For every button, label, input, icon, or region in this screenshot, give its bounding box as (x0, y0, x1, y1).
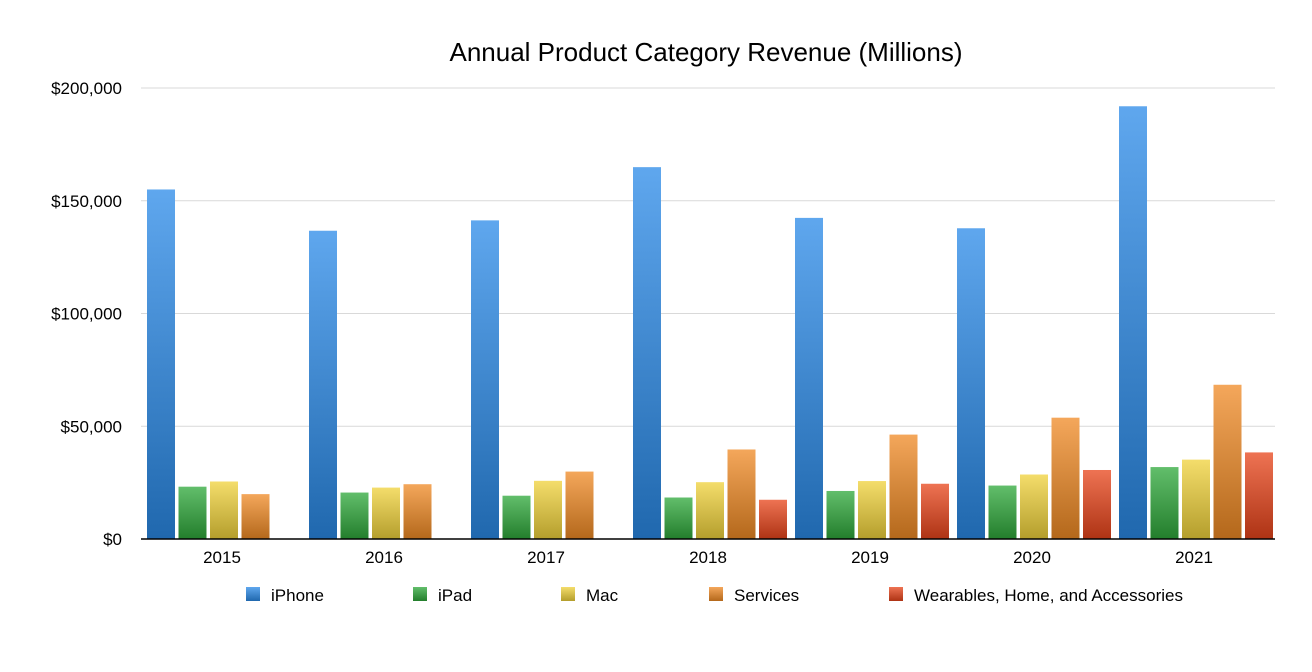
bar-mac-2016 (372, 487, 400, 539)
legend-swatch (709, 587, 723, 601)
x-axis-ticks: 2015 2016 2017 2018 2019 2020 2021 (203, 548, 1213, 567)
legend-label: iPad (438, 586, 472, 605)
bar-mac-2017 (534, 480, 562, 539)
bar-services-2017 (565, 471, 594, 539)
x-tick-label: 2019 (851, 548, 889, 567)
legend-swatch (889, 587, 903, 601)
x-tick-label: 2017 (527, 548, 565, 567)
legend: iPhone iPad Mac Services Wearables, Home, an… (246, 586, 1183, 605)
y-tick-label: $100,000 (51, 305, 122, 324)
bar-mac-2018 (696, 482, 724, 539)
bar-services-2018 (727, 449, 756, 539)
legend-label: Wearables, Home, and Accessories (914, 586, 1183, 605)
bar-iphone-2020 (957, 228, 985, 540)
legend-label: Services (734, 586, 799, 605)
y-tick-label: $150,000 (51, 192, 122, 211)
legend-swatch (246, 587, 260, 601)
bar-mac-2020 (1020, 474, 1048, 539)
bar-services-2019 (889, 434, 918, 539)
bar-iphone-2015 (147, 189, 175, 539)
bar-iphone-2018 (633, 167, 661, 539)
legend-label: iPhone (271, 586, 324, 605)
bar-iphone-2017 (471, 220, 499, 539)
bars (147, 106, 1273, 540)
bar-ipad-2016 (340, 492, 369, 539)
bar-ipad-2018 (664, 497, 693, 539)
bar-services-2015 (241, 494, 270, 539)
legend-swatch (561, 587, 575, 601)
bar-wearables-home-and-accessories-2020 (1083, 469, 1111, 539)
bar-wearables-home-and-accessories-2021 (1245, 452, 1273, 539)
y-tick-label: $50,000 (61, 417, 122, 436)
x-tick-label: 2015 (203, 548, 241, 567)
bar-services-2021 (1213, 384, 1242, 539)
bar-iphone-2019 (795, 217, 823, 539)
bar-ipad-2020 (988, 485, 1017, 539)
legend-swatch (413, 587, 427, 601)
bar-mac-2015 (210, 481, 238, 539)
x-tick-label: 2018 (689, 548, 727, 567)
bar-iphone-2021 (1119, 106, 1147, 539)
legend-label: Mac (586, 586, 619, 605)
x-tick-label: 2020 (1013, 548, 1051, 567)
y-axis-ticks: $0 $50,000 $100,000 $150,000 $200,000 (51, 79, 122, 549)
x-tick-label: 2021 (1175, 548, 1213, 567)
bar-mac-2019 (858, 481, 886, 539)
bar-ipad-2017 (502, 495, 531, 539)
x-tick-label: 2016 (365, 548, 403, 567)
bar-services-2016 (403, 484, 432, 539)
bar-ipad-2015 (178, 486, 207, 539)
y-tick-label: $0 (103, 530, 122, 549)
bar-ipad-2019 (826, 490, 855, 539)
bar-mac-2021 (1182, 459, 1210, 539)
bar-iphone-2016 (309, 230, 337, 539)
y-tick-label: $200,000 (51, 79, 122, 98)
bar-ipad-2021 (1150, 467, 1179, 539)
chart-title: Annual Product Category Revenue (Million… (449, 37, 962, 67)
bar-wearables-home-and-accessories-2018 (759, 499, 787, 539)
bar-wearables-home-and-accessories-2019 (921, 483, 949, 539)
bar-services-2020 (1051, 417, 1080, 539)
